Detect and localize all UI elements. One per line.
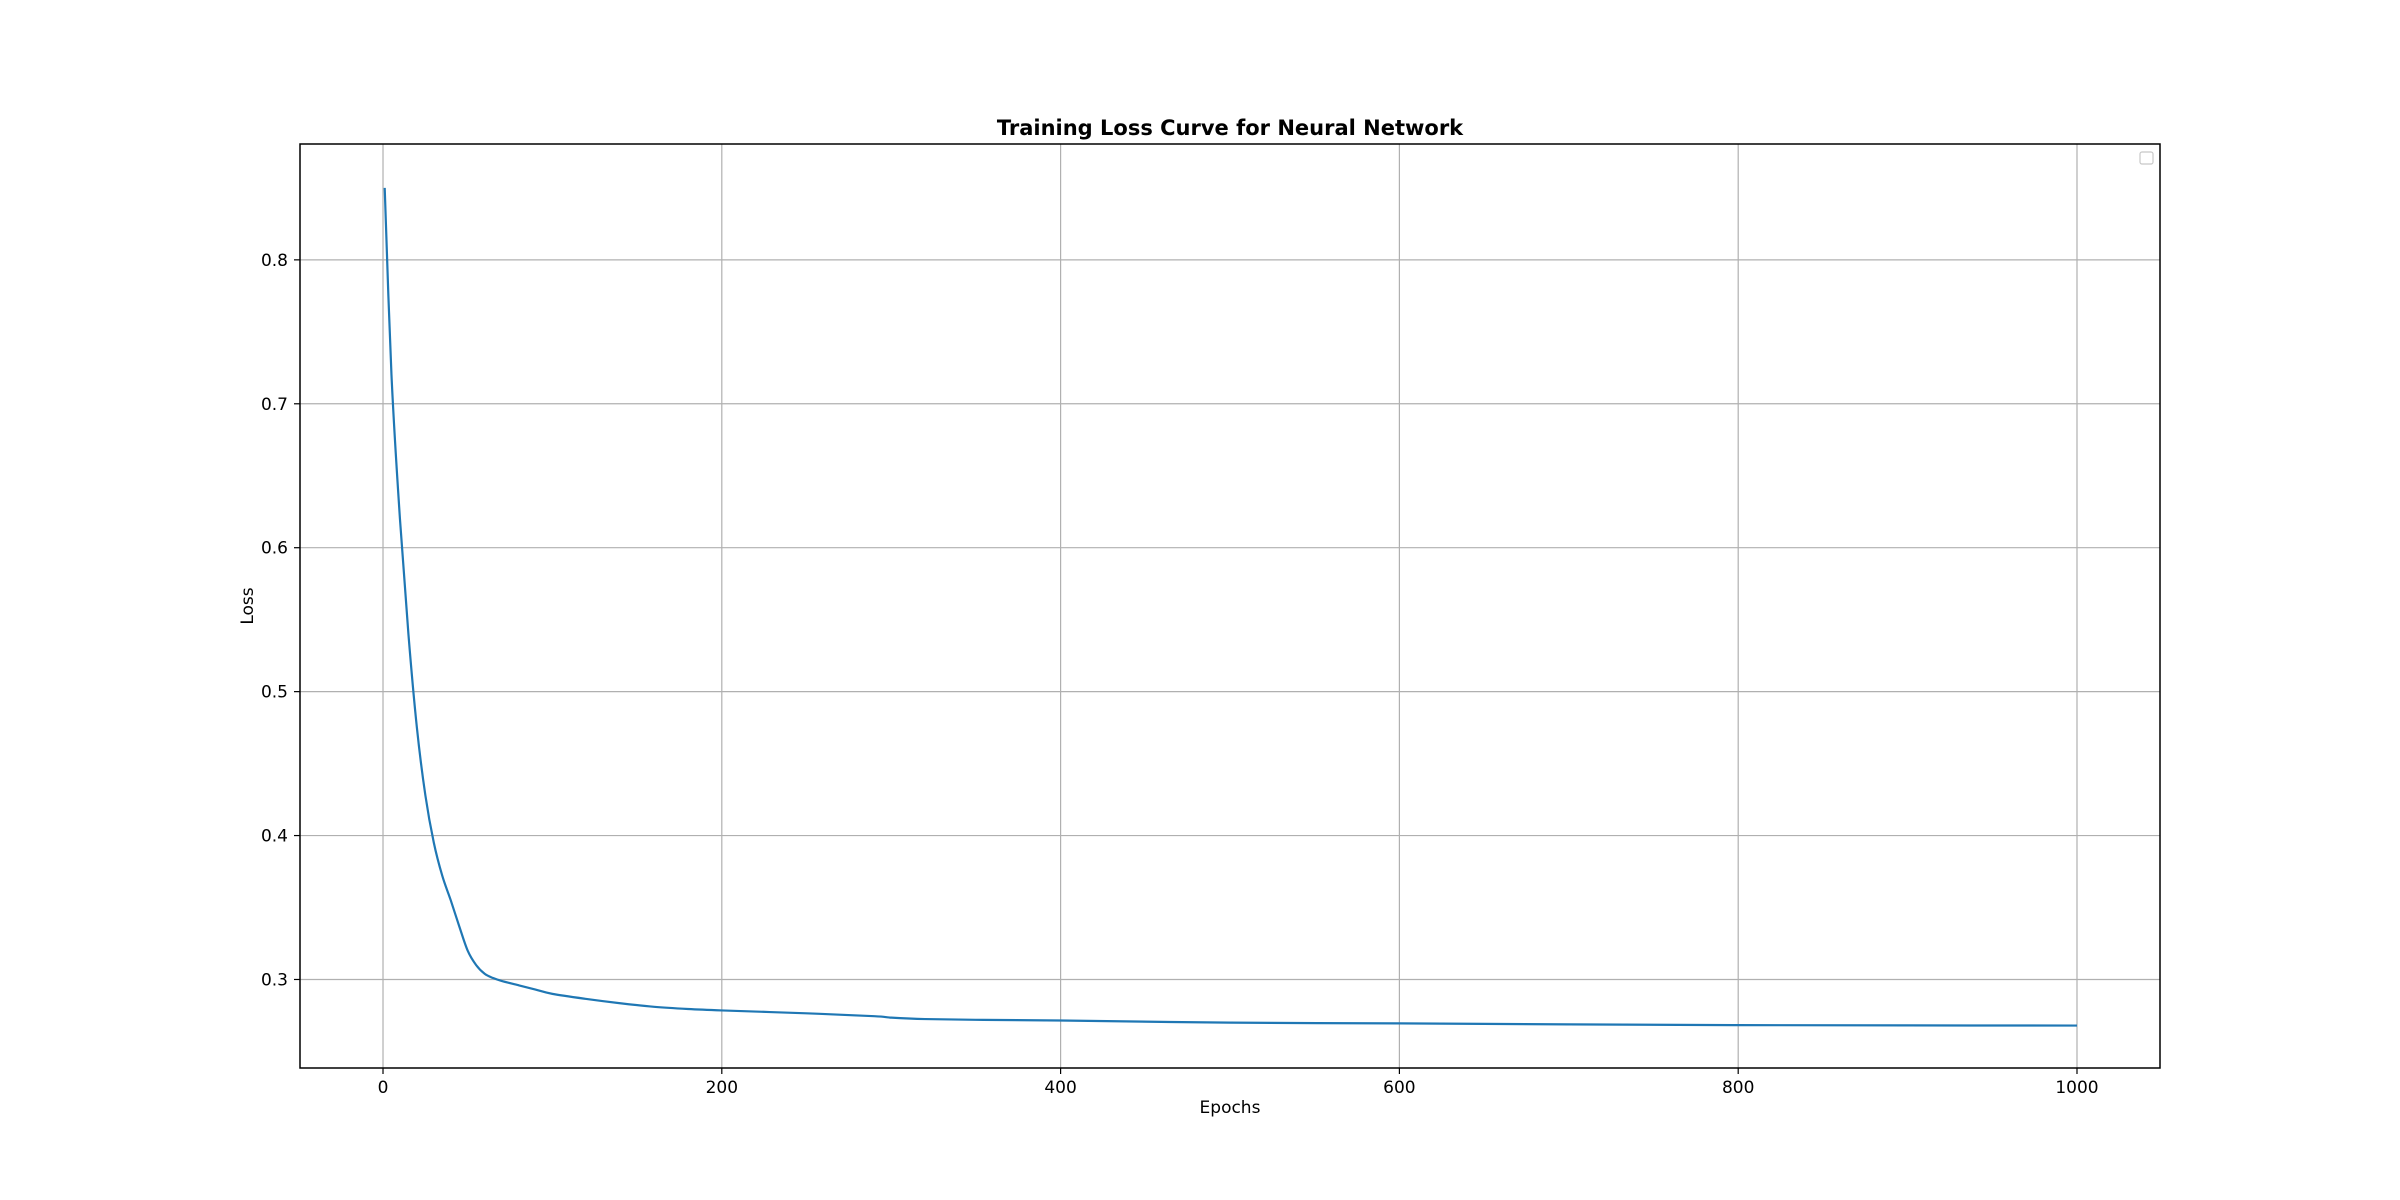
chart-title: Training Loss Curve for Neural Network — [997, 116, 1464, 140]
y-tick-label: 0.6 — [261, 539, 288, 559]
series-layer — [383, 187, 2077, 1027]
x-tick-label: 1000 — [2055, 1078, 2098, 1098]
y-tick-label: 0.3 — [261, 970, 288, 990]
y-tick-label: 0.4 — [261, 827, 288, 847]
grid-lines — [300, 144, 2160, 1068]
x-tick-label: 0 — [378, 1078, 389, 1098]
x-tick-label: 600 — [1383, 1078, 1415, 1098]
x-tick-label: 400 — [1044, 1078, 1076, 1098]
y-axis-label: Loss — [238, 587, 258, 624]
x-tick-label: 800 — [1722, 1078, 1754, 1098]
x-tick-label: 200 — [706, 1078, 738, 1098]
y-tick-label: 0.8 — [261, 251, 288, 271]
loss-series-line — [383, 187, 2077, 1027]
legend-box — [2139, 151, 2154, 165]
y-tick-label: 0.7 — [261, 395, 288, 415]
y-tick-label: 0.5 — [261, 683, 288, 703]
ticks: 0 200 400 600 800 1000 0.3 0.4 0.5 0.6 0.7 0.8 — [261, 251, 2099, 1098]
x-axis-label: Epochs — [1200, 1098, 1261, 1118]
plot-frame — [299, 143, 2161, 1069]
